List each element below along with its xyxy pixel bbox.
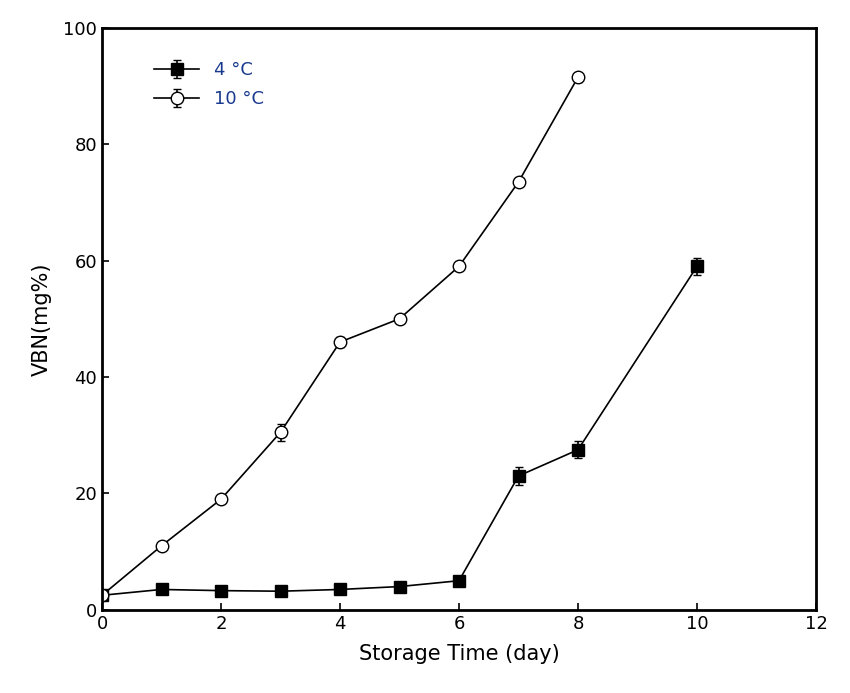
X-axis label: Storage Time (day): Storage Time (day) (359, 644, 559, 664)
Y-axis label: VBN(mg%): VBN(mg%) (32, 262, 52, 376)
Legend: 4 °C, 10 °C: 4 °C, 10 °C (147, 54, 271, 116)
